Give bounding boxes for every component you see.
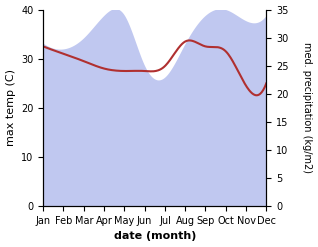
Y-axis label: med. precipitation (kg/m2): med. precipitation (kg/m2) — [302, 42, 313, 173]
Y-axis label: max temp (C): max temp (C) — [5, 69, 16, 146]
X-axis label: date (month): date (month) — [114, 231, 196, 242]
